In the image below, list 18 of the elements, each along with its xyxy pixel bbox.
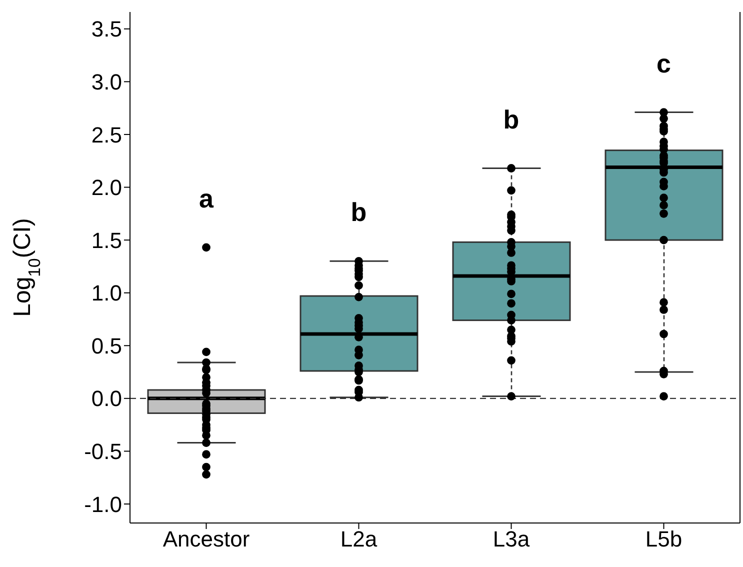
- y-tick-label: 2.0: [91, 175, 122, 200]
- y-tick-label: 0.5: [91, 333, 122, 358]
- annotation: b: [350, 197, 367, 228]
- x-tick-label: Ancestor: [162, 526, 250, 552]
- y-tick-label: 2.5: [91, 122, 122, 148]
- x-tick-label: L3a: [492, 526, 530, 552]
- y-tick-label: 1.5: [91, 228, 122, 253]
- annotation: a: [199, 183, 214, 214]
- y-tick-label: -0.5: [84, 439, 122, 464]
- annotation: b: [503, 104, 520, 134]
- y-tick-label: 0.0: [91, 386, 122, 412]
- annotation: c: [656, 48, 671, 78]
- y-tick-label: 3.5: [91, 16, 122, 42]
- y-tick-label: 1.0: [91, 280, 122, 306]
- x-tick-label: L5b: [645, 526, 682, 552]
- y-tick-label: 3.0: [91, 69, 122, 94]
- y-tick-label: -1.0: [84, 492, 122, 517]
- x-tick-label: L2a: [340, 526, 378, 552]
